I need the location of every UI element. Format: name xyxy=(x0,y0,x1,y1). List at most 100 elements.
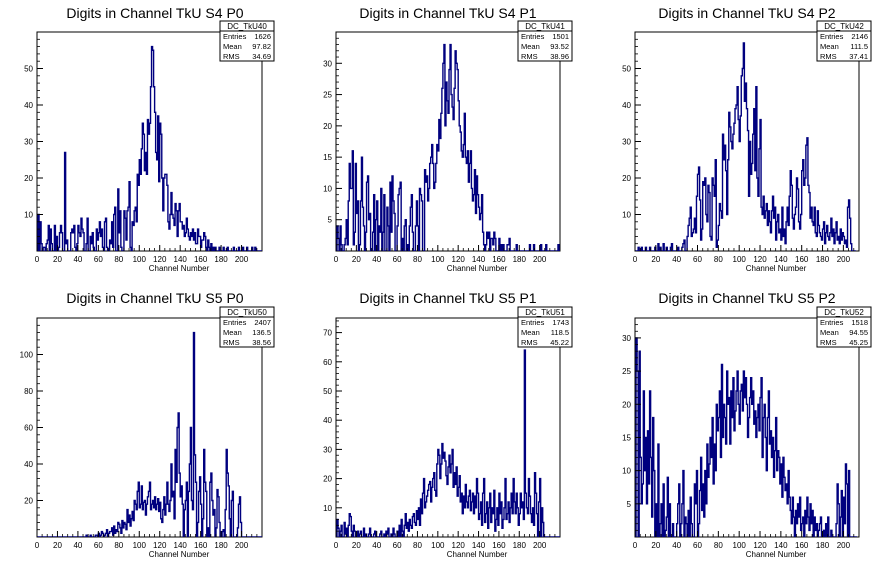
x-tick-label: 160 xyxy=(492,255,506,264)
y-tick-label: 10 xyxy=(622,211,631,220)
x-tick-label: 60 xyxy=(693,255,702,264)
x-tick-label: 0 xyxy=(334,255,339,264)
x-tick-label: 0 xyxy=(334,541,339,550)
x-tick-label: 200 xyxy=(837,541,851,550)
x-tick-label: 60 xyxy=(94,541,103,550)
stats-label: Entries xyxy=(820,318,844,327)
chart-title: Digits in Channel TkU S5 P1 xyxy=(359,290,536,306)
stats-box xyxy=(816,20,872,62)
y-tick-label: 60 xyxy=(24,424,33,433)
chart-title: Digits in Channel TkU S4 P2 xyxy=(658,5,835,21)
x-tick-label: 20 xyxy=(53,541,62,550)
x-tick-label: 80 xyxy=(114,541,123,550)
x-tick-label: 140 xyxy=(174,255,188,264)
histogram-series xyxy=(37,45,262,251)
chart-title: Digits in Channel TkU S5 P0 xyxy=(66,290,243,306)
y-tick-label: 30 xyxy=(323,445,332,454)
stats-label: Entries xyxy=(521,318,545,327)
x-tick-label: 160 xyxy=(492,541,506,550)
y-tick-label: 20 xyxy=(622,174,631,183)
histogram-panel-3: Digits in Channel TkU S4 P2 0 20 40 60 80 100 1… xyxy=(622,5,872,273)
x-tick-label: 100 xyxy=(431,255,445,264)
stats-label: RMS xyxy=(820,52,837,61)
x-tick-label: 120 xyxy=(753,255,767,264)
x-tick-label: 180 xyxy=(816,255,830,264)
stats-box xyxy=(517,20,573,62)
x-axis-label: Channel Number xyxy=(746,264,807,273)
stats-value: 1518 xyxy=(851,318,868,327)
stats-label: Entries xyxy=(223,32,247,41)
y-tick-label: 10 xyxy=(24,211,33,220)
x-tick-label: 100 xyxy=(431,541,445,550)
stats-label: RMS xyxy=(223,52,240,61)
x-tick-label: 200 xyxy=(533,541,547,550)
stats-name: DC_TkU42 xyxy=(824,22,864,31)
x-axis-label: Channel Number xyxy=(447,264,508,273)
y-tick-label: 30 xyxy=(24,138,33,147)
x-tick-label: 160 xyxy=(795,541,809,550)
histogram-series xyxy=(635,337,857,537)
x-tick-label: 20 xyxy=(651,541,660,550)
chart-title: Digits in Channel TkU S4 P0 xyxy=(66,5,243,21)
stats-label: RMS xyxy=(521,338,538,347)
y-tick-label: 25 xyxy=(323,91,332,100)
x-tick-label: 160 xyxy=(194,541,208,550)
x-tick-label: 200 xyxy=(533,255,547,264)
stats-label: Mean xyxy=(223,328,242,337)
x-tick-label: 0 xyxy=(633,255,638,264)
x-tick-label: 100 xyxy=(733,541,747,550)
stats-label: Entries xyxy=(521,32,545,41)
y-tick-label: 20 xyxy=(323,122,332,131)
chart-title: Digits in Channel TkU S5 P2 xyxy=(658,290,835,306)
stats-name: DC_TkU51 xyxy=(525,308,565,317)
histogram-panel-5: Digits in Channel TkU S5 P1 0 20 40 60 80 100 1… xyxy=(323,290,573,559)
stats-name: DC_TkU41 xyxy=(525,22,565,31)
x-tick-label: 80 xyxy=(413,541,422,550)
x-tick-label: 40 xyxy=(73,255,82,264)
x-tick-label: 140 xyxy=(774,541,788,550)
y-tick-label: 60 xyxy=(323,358,332,367)
chart-title: Digits in Channel TkU S4 P1 xyxy=(359,5,536,21)
y-tick-label: 30 xyxy=(622,334,631,343)
y-tick-label: 30 xyxy=(323,59,332,68)
x-tick-label: 20 xyxy=(651,255,660,264)
stats-label: Mean xyxy=(820,328,839,337)
stats-label: Entries xyxy=(820,32,844,41)
y-tick-label: 20 xyxy=(24,174,33,183)
stats-value: 94.55 xyxy=(849,328,868,337)
stats-name: DC_TkU52 xyxy=(824,308,864,317)
y-tick-label: 20 xyxy=(622,400,631,409)
x-tick-label: 200 xyxy=(235,255,249,264)
x-axis-label: Channel Number xyxy=(149,264,210,273)
stats-value: 118.5 xyxy=(551,328,569,337)
histogram-panel-2: Digits in Channel TkU S4 P1 0 20 40 60 80 100 1… xyxy=(323,5,573,273)
histogram-series xyxy=(635,42,856,251)
x-tick-label: 140 xyxy=(472,541,486,550)
x-tick-label: 180 xyxy=(513,541,527,550)
y-tick-label: 50 xyxy=(622,65,631,74)
stats-value: 97.82 xyxy=(252,42,271,51)
x-tick-label: 20 xyxy=(53,255,62,264)
x-tick-label: 160 xyxy=(194,255,208,264)
x-tick-label: 80 xyxy=(413,255,422,264)
x-axis-label: Channel Number xyxy=(447,550,508,559)
x-tick-label: 80 xyxy=(714,541,723,550)
histogram-panel-1: Digits in Channel TkU S4 P0 0 20 40 60 80 100 1… xyxy=(24,5,275,273)
x-tick-label: 120 xyxy=(153,541,167,550)
x-tick-label: 200 xyxy=(235,541,249,550)
y-tick-label: 15 xyxy=(323,153,332,162)
x-axis-label: Channel Number xyxy=(746,550,807,559)
stats-label: Entries xyxy=(223,318,247,327)
x-tick-label: 0 xyxy=(633,541,638,550)
stats-value: 45.25 xyxy=(849,338,868,347)
stats-label: RMS xyxy=(223,338,240,347)
histogram-panel-6: Digits in Channel TkU S5 P2 0 20 40 60 80 100 1… xyxy=(622,290,872,559)
x-tick-label: 140 xyxy=(472,255,486,264)
stats-label: Mean xyxy=(521,42,540,51)
y-tick-label: 10 xyxy=(323,504,332,513)
y-tick-label: 70 xyxy=(323,329,332,338)
x-tick-label: 120 xyxy=(153,255,167,264)
histogram-series xyxy=(336,43,560,251)
x-tick-label: 60 xyxy=(94,255,103,264)
x-tick-label: 180 xyxy=(214,541,228,550)
